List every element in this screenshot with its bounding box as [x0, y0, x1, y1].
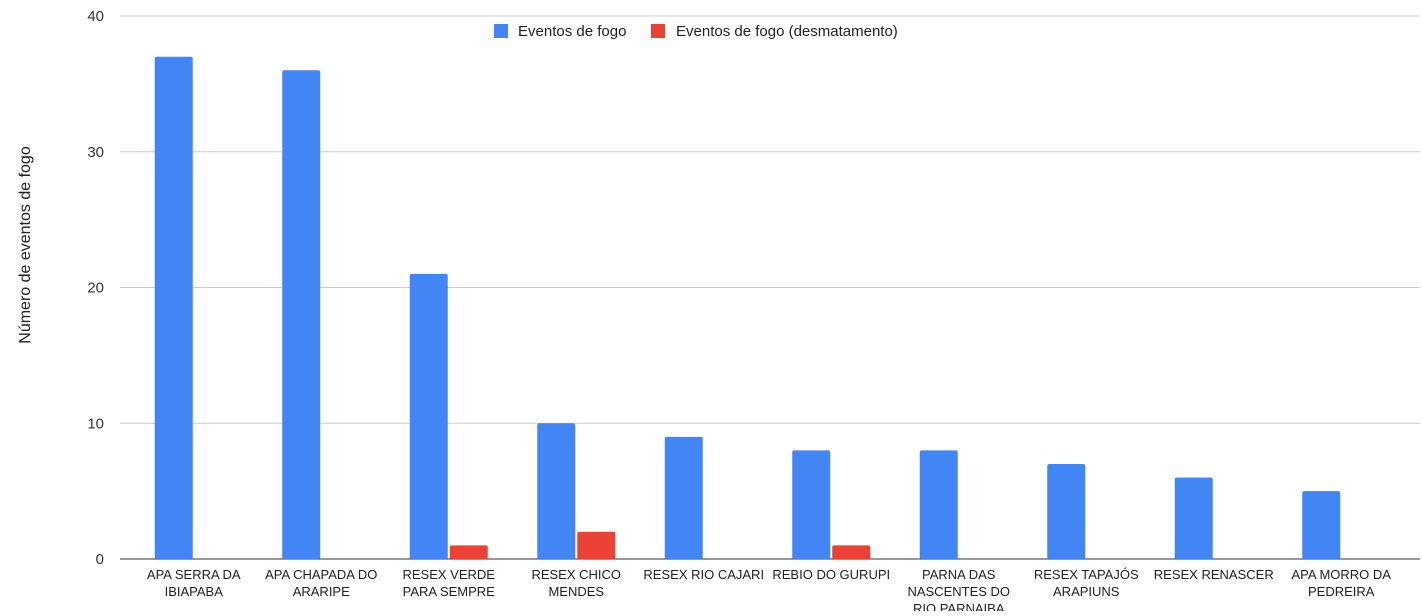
bar-eventos-de-fogo-apa-serra-da-ibiapaba: [154, 56, 193, 559]
legend: Eventos de fogo Eventos de fogo (desmata…: [494, 23, 898, 40]
y-tick-label-10: 10: [87, 415, 104, 432]
bar-eventos-de-fogo-rebio-do-gurupi: [792, 450, 831, 559]
bar-eventos-de-fogo-desmatamento-resex-verde-para-sempre: [449, 545, 488, 559]
legend-label-eventos-de-fogo: Eventos de fogo: [518, 23, 626, 40]
bar-eventos-de-fogo-apa-morro-da-pedreira: [1302, 491, 1341, 559]
x-tick-label-resex-chico-mendes: RESEX CHICO MENDES: [531, 567, 621, 599]
x-tick-label-rebio-do-gurupi: REBIO DO GURUPI: [772, 567, 890, 582]
bar-eventos-de-fogo-resex-verde-para-sempre: [409, 273, 448, 559]
y-tick-label-40: 40: [87, 8, 104, 25]
y-tick-label-0: 0: [96, 551, 104, 568]
y-axis-title: Número de eventos de fogo: [17, 146, 34, 344]
x-tick-label-resex-renascer: RESEX RENASCER: [1154, 567, 1274, 582]
bar-eventos-de-fogo-parna-das-nascentes-do-rio-parnaiba: [919, 450, 958, 559]
bar-eventos-de-fogo-resex-tapajos-arapiuns: [1047, 463, 1086, 559]
bars: [154, 56, 1341, 560]
bar-eventos-de-fogo-desmatamento-rebio-do-gurupi: [832, 545, 871, 559]
x-tick-label-apa-chapada-do-araripe: APA CHAPADA DO ARARIPE: [265, 567, 377, 599]
x-tick-label-resex-verde-para-sempre: RESEX VERDE PARA SEMPRE: [403, 567, 496, 599]
bar-eventos-de-fogo-resex-rio-cajari: [664, 436, 703, 559]
x-tick-label-apa-morro-da-pedreira: APA MORRO DA PEDREIRA: [1292, 567, 1392, 599]
x-tick-label-parna-das-nascentes-do-rio-parnaiba: PARNA DAS NASCENTES DO RIO PARNAIBA: [907, 567, 1010, 611]
x-tick-label-apa-serra-da-ibiapaba: APA SERRA DA IBIAPABA: [147, 567, 241, 599]
y-tick-label-20: 20: [87, 280, 104, 297]
x-tick-label-resex-tapajos-arapiuns: RESEX TAPAJÓS ARAPIUNS: [1034, 567, 1139, 599]
y-axis-ticks: 0 10 20 30 40: [87, 8, 104, 568]
legend-swatch-eventos-de-fogo: [494, 24, 508, 38]
bar-eventos-de-fogo-apa-chapada-do-araripe: [282, 70, 321, 560]
x-tick-label-resex-rio-cajari: RESEX RIO CAJARI: [643, 567, 764, 582]
bar-eventos-de-fogo-desmatamento-resex-chico-mendes: [577, 531, 616, 559]
bar-eventos-de-fogo-resex-renascer: [1174, 477, 1213, 559]
bar-eventos-de-fogo-resex-chico-mendes: [537, 423, 576, 559]
legend-label-eventos-de-fogo-desmatamento: Eventos de fogo (desmatamento): [676, 23, 898, 40]
legend-swatch-eventos-de-fogo-desmatamento: [651, 24, 665, 38]
x-axis-labels: APA SERRA DA IBIAPABA APA CHAPADA DO ARARIP…: [147, 567, 1392, 616]
y-tick-label-30: 30: [87, 144, 104, 161]
